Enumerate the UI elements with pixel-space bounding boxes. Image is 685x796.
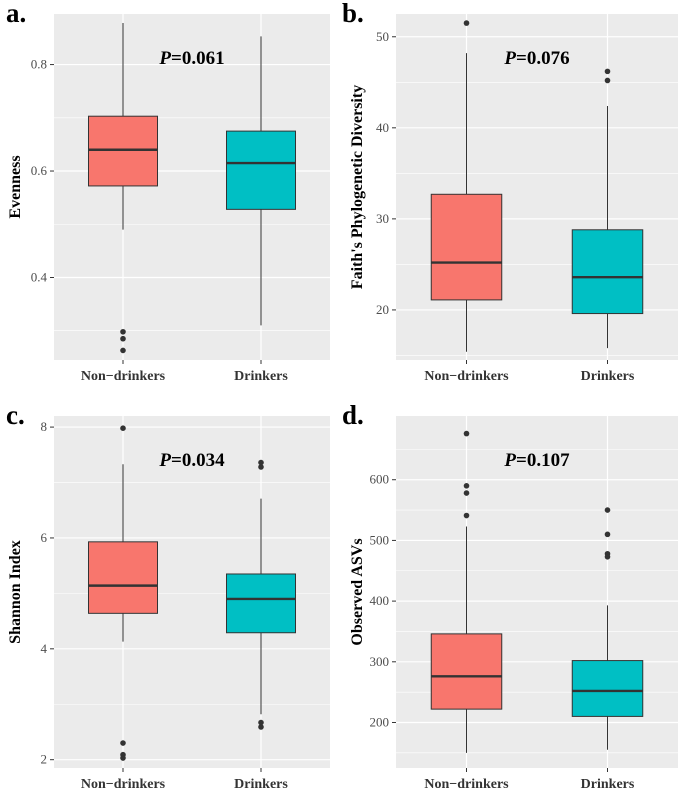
x-tick-label: Non−drinkers bbox=[81, 777, 166, 792]
y-tick-label: 4 bbox=[41, 641, 48, 656]
p-value-annotation: P=0.061 bbox=[158, 48, 224, 69]
panel-letter-b: b. bbox=[342, 0, 364, 28]
p-value-annotation: P=0.107 bbox=[503, 450, 570, 471]
outlier-point bbox=[120, 347, 126, 354]
x-tick-label: Drinkers bbox=[234, 777, 288, 792]
x-tick-label: Drinkers bbox=[581, 777, 635, 792]
box-drinkers bbox=[571, 229, 644, 315]
y-tick-label: 8 bbox=[41, 419, 48, 434]
y-tick-label: 40 bbox=[376, 120, 389, 135]
box-non-drinkers bbox=[430, 193, 503, 301]
box-non-drinkers bbox=[88, 541, 158, 614]
y-axis-label: Observed ASVs bbox=[349, 538, 366, 645]
x-tick-label: Drinkers bbox=[234, 369, 288, 384]
x-tick-label: Non−drinkers bbox=[424, 777, 509, 792]
outlier-point bbox=[258, 464, 264, 470]
box-drinkers bbox=[571, 660, 644, 717]
box-non-drinkers bbox=[430, 633, 503, 710]
y-axis-label: Shannon Index bbox=[7, 540, 24, 644]
p-value-annotation: P=0.076 bbox=[503, 48, 569, 69]
box-drinkers bbox=[226, 130, 296, 210]
y-tick-label: 0.4 bbox=[31, 269, 48, 284]
y-tick-label: 200 bbox=[370, 714, 390, 729]
panel-letter-c: c. bbox=[6, 400, 25, 430]
y-axis-label: Faith's Phylogenetic Diversity bbox=[349, 85, 366, 289]
outlier-point bbox=[604, 507, 611, 513]
box-drinkers bbox=[226, 573, 296, 634]
y-axis-label: Evenness bbox=[7, 155, 24, 218]
boxplot-faith-pd: 20 30 40 50 Non−drinkers Drinkers Faith's Phyl… bbox=[349, 14, 678, 384]
panel-letter-d: d. bbox=[342, 400, 364, 430]
y-tick-label: 2 bbox=[41, 752, 48, 767]
outlier-point bbox=[120, 425, 126, 431]
panel-letter-a: a. bbox=[6, 0, 27, 28]
outlier-point bbox=[120, 335, 126, 342]
boxplot-shannon: 2 4 6 8 Non−drinkers Drinkers Shannon Index P=0… bbox=[7, 416, 330, 792]
outlier-point bbox=[120, 328, 126, 335]
y-tick-label: 30 bbox=[376, 211, 389, 226]
y-tick-label: 0.8 bbox=[31, 57, 47, 72]
x-tick-label: Non−drinkers bbox=[424, 369, 509, 384]
outlier-point bbox=[463, 430, 470, 437]
y-tick-label: 500 bbox=[370, 532, 390, 547]
boxplot-observed-asvs: 200 300 400 500 600 Non−drinkers Drinkers Obser… bbox=[349, 416, 678, 792]
outlier-point bbox=[604, 554, 611, 560]
y-tick-label: 300 bbox=[370, 654, 390, 669]
outlier-point bbox=[604, 531, 611, 538]
y-tick-label: 0.6 bbox=[31, 163, 48, 178]
outlier-point bbox=[258, 719, 264, 726]
outlier-point bbox=[463, 482, 470, 489]
y-tick-label: 600 bbox=[370, 472, 390, 487]
y-tick-label: 6 bbox=[41, 530, 48, 545]
box-non-drinkers bbox=[88, 115, 158, 187]
y-tick-label: 50 bbox=[376, 29, 389, 44]
outlier-point bbox=[120, 740, 126, 746]
outlier-point bbox=[604, 68, 611, 75]
boxplot-evenness: 0.4 0.6 0.8 Non−drinkers Drinkers Evenness P=0… bbox=[7, 14, 330, 384]
x-tick-label: Drinkers bbox=[581, 369, 635, 384]
x-tick-label: Non−drinkers bbox=[81, 369, 166, 384]
p-value-annotation: P=0.034 bbox=[158, 450, 225, 471]
outlier-point bbox=[463, 512, 470, 519]
outlier-point bbox=[604, 77, 611, 84]
outlier-point bbox=[463, 490, 470, 496]
y-tick-label: 400 bbox=[370, 593, 390, 608]
y-tick-label: 20 bbox=[376, 302, 389, 317]
outlier-point bbox=[258, 724, 264, 730]
outlier-point bbox=[120, 755, 126, 761]
outlier-point bbox=[258, 459, 264, 466]
outlier-point bbox=[463, 20, 470, 26]
